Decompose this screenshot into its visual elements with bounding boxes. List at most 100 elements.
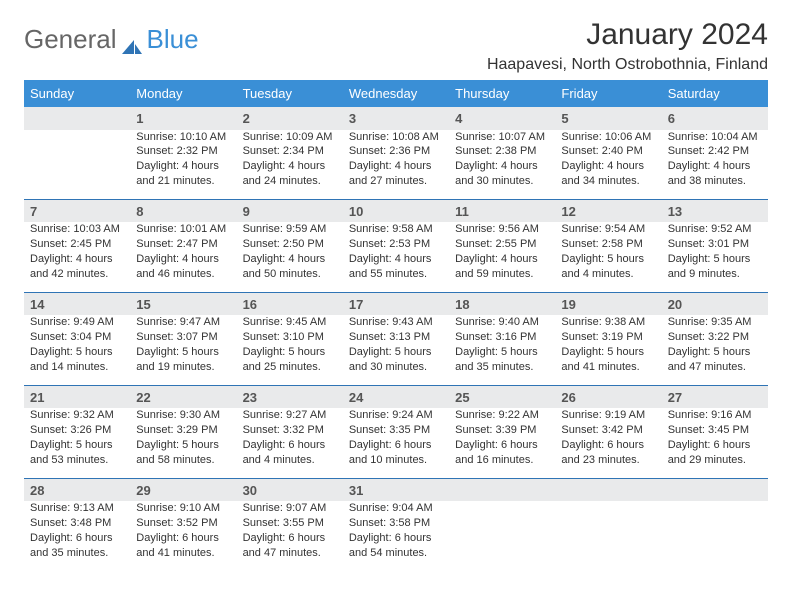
daylight-text: Daylight: 4 hours and 24 minutes. (243, 159, 337, 189)
weekday-header: Wednesday (343, 80, 449, 107)
sunrise-text: Sunrise: 10:09 AM (243, 130, 337, 145)
sunset-text: Sunset: 2:36 PM (349, 144, 443, 159)
sunset-text: Sunset: 2:53 PM (349, 237, 443, 252)
daylight-text: Daylight: 6 hours and 41 minutes. (136, 531, 230, 561)
day-cell: Sunrise: 10:08 AMSunset: 2:36 PMDaylight… (343, 130, 449, 200)
day-cell: Sunrise: 9:49 AMSunset: 3:04 PMDaylight:… (24, 315, 130, 385)
day-number (662, 478, 768, 501)
sunrise-text: Sunrise: 9:40 AM (455, 315, 549, 330)
day-cell: Sunrise: 9:56 AMSunset: 2:55 PMDaylight:… (449, 222, 555, 292)
sunset-text: Sunset: 2:47 PM (136, 237, 230, 252)
day-cell: Sunrise: 9:19 AMSunset: 3:42 PMDaylight:… (555, 408, 661, 478)
month-title: January 2024 (487, 18, 768, 52)
sunset-text: Sunset: 3:16 PM (455, 330, 549, 345)
day-cell: Sunrise: 9:40 AMSunset: 3:16 PMDaylight:… (449, 315, 555, 385)
day-cell: Sunrise: 9:35 AMSunset: 3:22 PMDaylight:… (662, 315, 768, 385)
daylight-text: Daylight: 4 hours and 30 minutes. (455, 159, 549, 189)
day-number: 16 (237, 292, 343, 315)
day-number-row: 14151617181920 (24, 292, 768, 315)
sunset-text: Sunset: 3:58 PM (349, 516, 443, 531)
brand-logo: General Blue (24, 24, 199, 55)
daylight-text: Daylight: 6 hours and 47 minutes. (243, 531, 337, 561)
day-number: 31 (343, 478, 449, 501)
sunrise-text: Sunrise: 10:07 AM (455, 130, 549, 145)
weekday-header-row: SundayMondayTuesdayWednesdayThursdayFrid… (24, 80, 768, 107)
daylight-text: Daylight: 6 hours and 10 minutes. (349, 438, 443, 468)
day-cell: Sunrise: 10:06 AMSunset: 2:40 PMDaylight… (555, 130, 661, 200)
day-cell: Sunrise: 9:24 AMSunset: 3:35 PMDaylight:… (343, 408, 449, 478)
day-cell: Sunrise: 10:04 AMSunset: 2:42 PMDaylight… (662, 130, 768, 200)
sunrise-text: Sunrise: 9:13 AM (30, 501, 124, 516)
day-number: 25 (449, 385, 555, 408)
sunset-text: Sunset: 3:13 PM (349, 330, 443, 345)
daylight-text: Daylight: 6 hours and 35 minutes. (30, 531, 124, 561)
day-cell (24, 130, 130, 200)
day-number-row: 21222324252627 (24, 385, 768, 408)
day-cell: Sunrise: 10:01 AMSunset: 2:47 PMDaylight… (130, 222, 236, 292)
sunset-text: Sunset: 3:22 PM (668, 330, 762, 345)
calendar-page: General Blue January 2024 Haapavesi, Nor… (0, 0, 792, 612)
day-cell: Sunrise: 9:59 AMSunset: 2:50 PMDaylight:… (237, 222, 343, 292)
sunset-text: Sunset: 2:50 PM (243, 237, 337, 252)
daylight-text: Daylight: 4 hours and 46 minutes. (136, 252, 230, 282)
sunset-text: Sunset: 2:45 PM (30, 237, 124, 252)
sunrise-text: Sunrise: 9:45 AM (243, 315, 337, 330)
day-number (449, 478, 555, 501)
day-number: 12 (555, 199, 661, 222)
sunrise-text: Sunrise: 9:10 AM (136, 501, 230, 516)
sunrise-text: Sunrise: 9:07 AM (243, 501, 337, 516)
daylight-text: Daylight: 4 hours and 50 minutes. (243, 252, 337, 282)
daylight-text: Daylight: 6 hours and 23 minutes. (561, 438, 655, 468)
sunrise-text: Sunrise: 10:04 AM (668, 130, 762, 145)
sunset-text: Sunset: 3:01 PM (668, 237, 762, 252)
day-detail-row: Sunrise: 10:03 AMSunset: 2:45 PMDaylight… (24, 222, 768, 292)
day-number: 17 (343, 292, 449, 315)
day-detail-row: Sunrise: 9:49 AMSunset: 3:04 PMDaylight:… (24, 315, 768, 385)
day-cell: Sunrise: 9:22 AMSunset: 3:39 PMDaylight:… (449, 408, 555, 478)
sunset-text: Sunset: 3:45 PM (668, 423, 762, 438)
sunrise-text: Sunrise: 10:06 AM (561, 130, 655, 145)
day-cell: Sunrise: 9:07 AMSunset: 3:55 PMDaylight:… (237, 501, 343, 570)
daylight-text: Daylight: 5 hours and 4 minutes. (561, 252, 655, 282)
sunrise-text: Sunrise: 9:32 AM (30, 408, 124, 423)
day-cell: Sunrise: 10:07 AMSunset: 2:38 PMDaylight… (449, 130, 555, 200)
day-cell: Sunrise: 9:52 AMSunset: 3:01 PMDaylight:… (662, 222, 768, 292)
sunset-text: Sunset: 3:04 PM (30, 330, 124, 345)
sunset-text: Sunset: 2:32 PM (136, 144, 230, 159)
day-number: 15 (130, 292, 236, 315)
day-number: 5 (555, 107, 661, 130)
sunset-text: Sunset: 2:42 PM (668, 144, 762, 159)
day-cell: Sunrise: 9:43 AMSunset: 3:13 PMDaylight:… (343, 315, 449, 385)
sunrise-text: Sunrise: 9:47 AM (136, 315, 230, 330)
sunrise-text: Sunrise: 9:24 AM (349, 408, 443, 423)
sunset-text: Sunset: 2:34 PM (243, 144, 337, 159)
calendar-table: SundayMondayTuesdayWednesdayThursdayFrid… (24, 80, 768, 571)
sunrise-text: Sunrise: 9:59 AM (243, 222, 337, 237)
daylight-text: Daylight: 4 hours and 34 minutes. (561, 159, 655, 189)
day-number-row: 78910111213 (24, 199, 768, 222)
daylight-text: Daylight: 6 hours and 16 minutes. (455, 438, 549, 468)
day-number: 10 (343, 199, 449, 222)
day-number: 23 (237, 385, 343, 408)
sunset-text: Sunset: 3:07 PM (136, 330, 230, 345)
day-cell: Sunrise: 9:54 AMSunset: 2:58 PMDaylight:… (555, 222, 661, 292)
sunset-text: Sunset: 3:32 PM (243, 423, 337, 438)
sunrise-text: Sunrise: 10:01 AM (136, 222, 230, 237)
day-number: 3 (343, 107, 449, 130)
weekday-header: Thursday (449, 80, 555, 107)
sunset-text: Sunset: 3:52 PM (136, 516, 230, 531)
daylight-text: Daylight: 5 hours and 41 minutes. (561, 345, 655, 375)
daylight-text: Daylight: 6 hours and 54 minutes. (349, 531, 443, 561)
daylight-text: Daylight: 5 hours and 47 minutes. (668, 345, 762, 375)
day-cell: Sunrise: 9:27 AMSunset: 3:32 PMDaylight:… (237, 408, 343, 478)
day-cell: Sunrise: 9:58 AMSunset: 2:53 PMDaylight:… (343, 222, 449, 292)
daylight-text: Daylight: 6 hours and 29 minutes. (668, 438, 762, 468)
day-cell: Sunrise: 9:30 AMSunset: 3:29 PMDaylight:… (130, 408, 236, 478)
daylight-text: Daylight: 4 hours and 42 minutes. (30, 252, 124, 282)
day-number: 1 (130, 107, 236, 130)
day-number: 2 (237, 107, 343, 130)
day-number: 9 (237, 199, 343, 222)
sunset-text: Sunset: 2:58 PM (561, 237, 655, 252)
daylight-text: Daylight: 5 hours and 25 minutes. (243, 345, 337, 375)
sunrise-text: Sunrise: 10:10 AM (136, 130, 230, 145)
